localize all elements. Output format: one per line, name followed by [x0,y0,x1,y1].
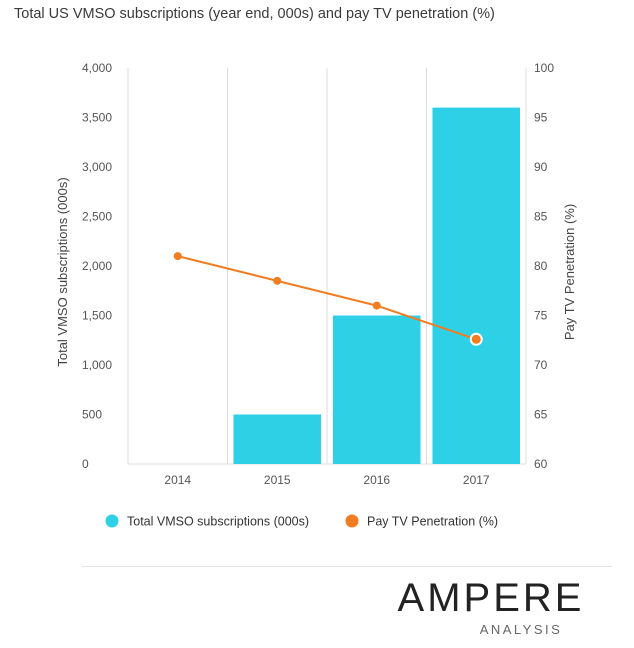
footer-divider [82,566,612,567]
logo-wordmark: AMPERE [397,576,585,620]
y-tick-label: 2,500 [82,210,112,224]
penetration-line [173,252,483,346]
bar-2017 [432,107,521,464]
penetration-point-2014 [173,252,182,261]
axes: 0 500 1,000 1,500 2,000 2,500 3,000 3,500 4,000 6… [55,61,577,487]
legend-label-subscriptions: Total VMSO subscriptions (000s) [127,515,309,529]
legend-marker-penetration [345,514,359,528]
legend-label-penetration: Pay TV Penetration (%) [367,515,498,529]
penetration-line-path [177,255,477,341]
bar-2016 [332,315,421,464]
y-tick-label: 1,500 [82,309,112,323]
y2-tick-label: 60 [534,457,548,471]
y2-axis-label: Pay TV Penetration (%) [562,204,577,340]
chart-title: Total US VMSO subscriptions (year end, 0… [14,6,495,22]
grid-lines [127,68,527,465]
y2-tick-label: 95 [534,111,548,125]
bar-2015 [233,414,322,464]
y-tick-label: 4,000 [82,61,112,75]
penetration-point-2017 [469,332,483,346]
x-tick-label: 2015 [264,473,291,487]
x-tick-label: 2014 [164,473,191,487]
logo-subtitle: ANALYSIS [479,622,563,637]
y-tick-label: 1,000 [82,358,112,372]
y2-tick-label: 100 [534,61,554,75]
y2-tick-label: 90 [534,160,548,174]
penetration-point-2015 [273,276,282,285]
y-tick-label: 3,500 [82,111,112,125]
penetration-point-2016 [372,301,381,310]
x-tick-label: 2016 [363,473,390,487]
legend: Total VMSO subscriptions (000s) Pay TV Pe… [105,514,498,529]
y2-tick-label: 75 [534,309,548,323]
y2-tick-label: 65 [534,408,548,422]
y-tick-label: 2,000 [82,259,112,273]
y2-tick-label: 80 [534,259,548,273]
chart-area: 0 500 1,000 1,500 2,000 2,500 3,000 3,500 4,000 6… [55,61,577,529]
y-axis-label: Total VMSO subscriptions (000s) [55,177,70,366]
ampere-analysis-logo: AMPERE ANALYSIS [396,576,586,637]
legend-marker-subscriptions [105,514,119,528]
y2-tick-label: 70 [534,358,548,372]
y-tick-label: 3,000 [82,160,112,174]
y-tick-label: 500 [82,408,102,422]
y-tick-label: 0 [82,457,89,471]
y2-tick-label: 85 [534,210,548,224]
bars [233,107,521,464]
x-tick-label: 2017 [463,473,490,487]
